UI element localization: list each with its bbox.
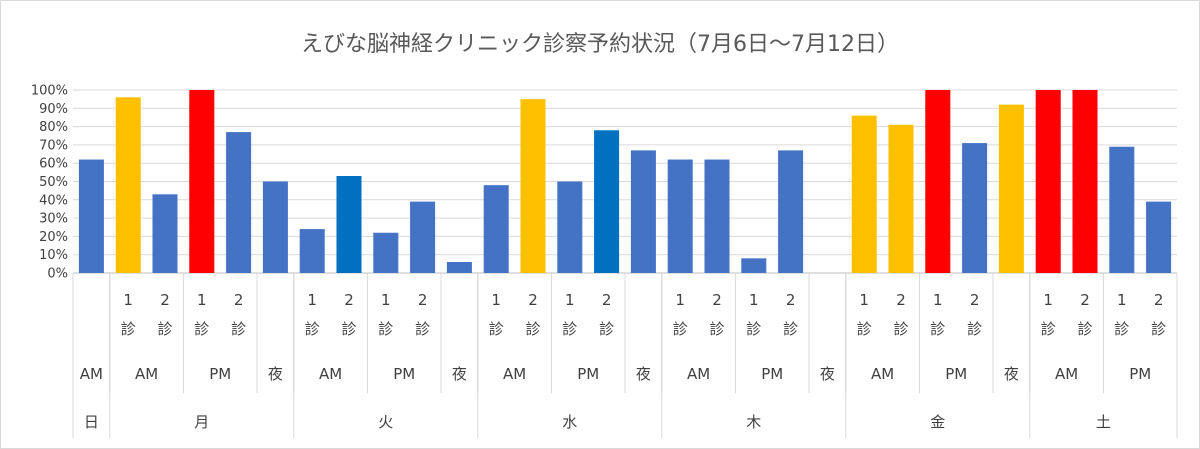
period-label: PM [761, 365, 783, 383]
y-tick-label: 10% [39, 248, 68, 263]
bars [78, 90, 1172, 274]
day-label: 金 [930, 413, 945, 431]
chart-title: えびな脳神経クリニック診察予約状況（7月6日〜7月12日） [301, 32, 899, 57]
bar [78, 159, 104, 273]
bar [410, 201, 436, 273]
period-label: 夜 [636, 365, 651, 383]
period-label: AM [319, 365, 342, 383]
bar [557, 181, 583, 273]
bar [741, 258, 767, 273]
day-label: 水 [562, 413, 577, 431]
bar [1109, 146, 1135, 273]
period-label: 夜 [820, 365, 835, 383]
bar [1146, 201, 1172, 273]
y-tick-label: 100% [31, 84, 68, 99]
bar [299, 229, 325, 273]
bar [336, 176, 362, 273]
period-label: 夜 [452, 365, 467, 383]
period-label: PM [945, 365, 967, 383]
y-tick-label: 30% [39, 212, 68, 227]
bar [998, 104, 1024, 273]
bar [446, 262, 472, 273]
day-label: 日 [84, 413, 99, 431]
bar [851, 115, 877, 274]
bar [925, 90, 951, 273]
bar [778, 150, 804, 273]
day-label: 火 [378, 413, 393, 431]
day-label: 月 [194, 413, 209, 431]
period-label: PM [1129, 365, 1151, 383]
bar [152, 194, 178, 273]
period-label: AM [687, 365, 710, 383]
bar [520, 99, 546, 274]
bar [1035, 90, 1061, 273]
y-tick-label: 50% [39, 175, 68, 190]
y-axis-ticks: 0% 10% 20% 30% 40% 50% 60% 70% 80% 90% 100% [31, 84, 68, 282]
bar [962, 143, 988, 273]
y-tick-label: 20% [39, 230, 68, 245]
bar [630, 150, 656, 273]
period-label: AM [1055, 365, 1078, 383]
period-label: PM [393, 365, 415, 383]
bar [1072, 90, 1098, 273]
period-label: AM [80, 365, 103, 383]
bar [704, 159, 730, 273]
bar [594, 130, 620, 273]
y-tick-label: 60% [39, 157, 68, 172]
y-tick-label: 0% [47, 267, 68, 282]
bar [262, 181, 288, 273]
y-tick-label: 90% [39, 102, 68, 117]
bar [226, 132, 252, 273]
day-label: 木 [746, 413, 761, 431]
y-tick-label: 40% [39, 193, 68, 208]
bar [189, 90, 215, 273]
period-label: AM [135, 365, 158, 383]
period-label: 夜 [268, 365, 283, 383]
period-label: AM [871, 365, 894, 383]
bar [483, 185, 509, 273]
period-label: 夜 [1004, 365, 1019, 383]
day-label: 土 [1096, 413, 1111, 431]
bar [667, 159, 693, 273]
period-label: AM [503, 365, 526, 383]
y-tick-label: 80% [39, 120, 68, 135]
period-label: PM [209, 365, 231, 383]
bar [115, 97, 141, 273]
y-tick-label: 70% [39, 138, 68, 153]
period-label: PM [577, 365, 599, 383]
bar [888, 124, 914, 274]
category-axis: 1 診 2 診 1 診 2 診 1 診 2 診 1 診 2 診 1 診 2 診 1 診 2 診 1 診 2 診 1 診 2 診 1 診 2 診 1 診 2 診… [72, 273, 1178, 438]
bar [373, 232, 399, 273]
